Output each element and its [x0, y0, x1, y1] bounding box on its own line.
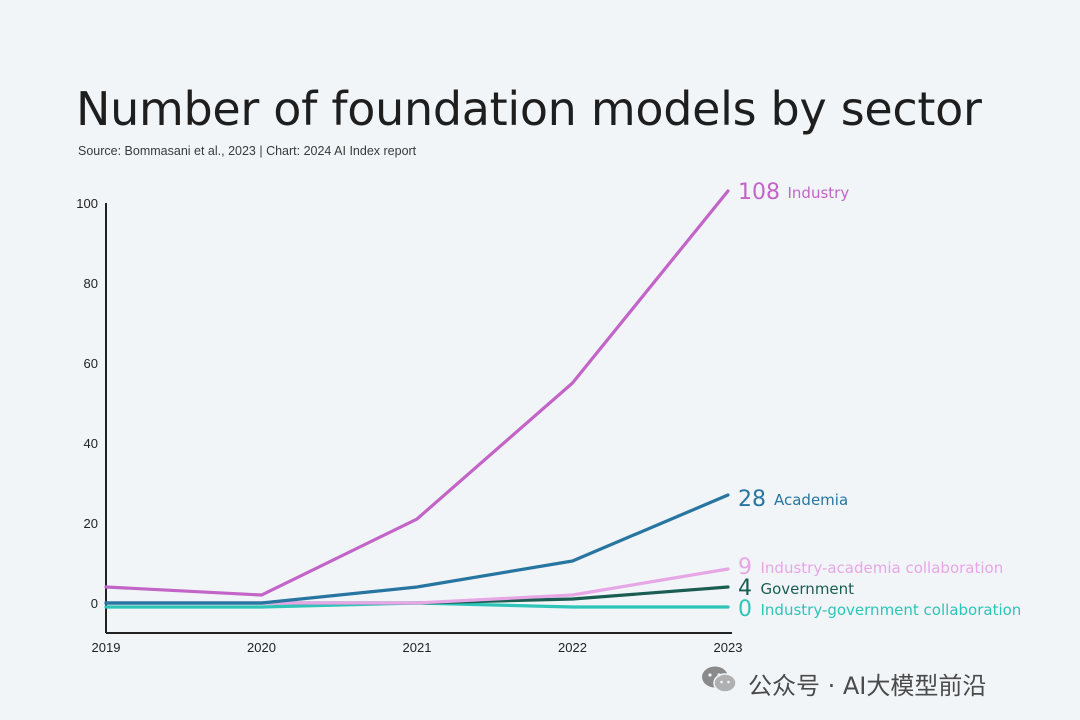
- x-tick-label: 2021: [403, 640, 432, 655]
- end-value-label: 4: [738, 576, 752, 601]
- end-value-label: 9: [738, 555, 752, 580]
- series-line-industry: [104, 189, 730, 597]
- y-tick-label: 20: [84, 516, 98, 531]
- end-value-label: 28: [738, 487, 766, 512]
- series-line-academia: [104, 493, 730, 605]
- y-tick-label: 100: [76, 196, 98, 211]
- series-legend-label: Industry: [788, 184, 850, 202]
- wechat-icon: [700, 664, 740, 702]
- series-legend-label: Industry-academia collaboration: [761, 559, 1004, 577]
- watermark-text: 公众号 · AI大模型前沿: [748, 671, 987, 700]
- series-line-government: [104, 585, 730, 605]
- chart-title: Number of foundation models by sector: [76, 82, 982, 136]
- series-legend-label: Government: [761, 580, 855, 598]
- x-tick-label: 2019: [92, 640, 121, 655]
- end-value-label: 0: [738, 597, 752, 622]
- series-legend-label: Industry-government collaboration: [761, 601, 1022, 619]
- watermark: 公众号 · AI大模型前沿: [700, 664, 986, 702]
- y-tick-label: 80: [84, 276, 98, 291]
- end-value-label: 108: [738, 180, 780, 205]
- series-end-labels: 108 Industry 28 Academia 9 Industry-academia …: [738, 180, 1021, 622]
- y-tick-label: 0: [91, 596, 98, 611]
- chart-subtitle: Source: Bommasani et al., 2023 | Chart: …: [78, 144, 417, 158]
- x-tick-label: 2023: [714, 640, 743, 655]
- series-legend-label: Academia: [774, 491, 848, 509]
- y-tick-label: 40: [84, 436, 98, 451]
- series-lines: [104, 189, 730, 609]
- x-axis-ticks: 2019 2020 2021 2022 2023: [92, 640, 743, 655]
- y-axis-ticks: 0 20 40 60 80 100: [76, 196, 98, 611]
- x-tick-label: 2022: [558, 640, 587, 655]
- x-tick-label: 2020: [247, 640, 276, 655]
- y-tick-label: 60: [84, 356, 98, 371]
